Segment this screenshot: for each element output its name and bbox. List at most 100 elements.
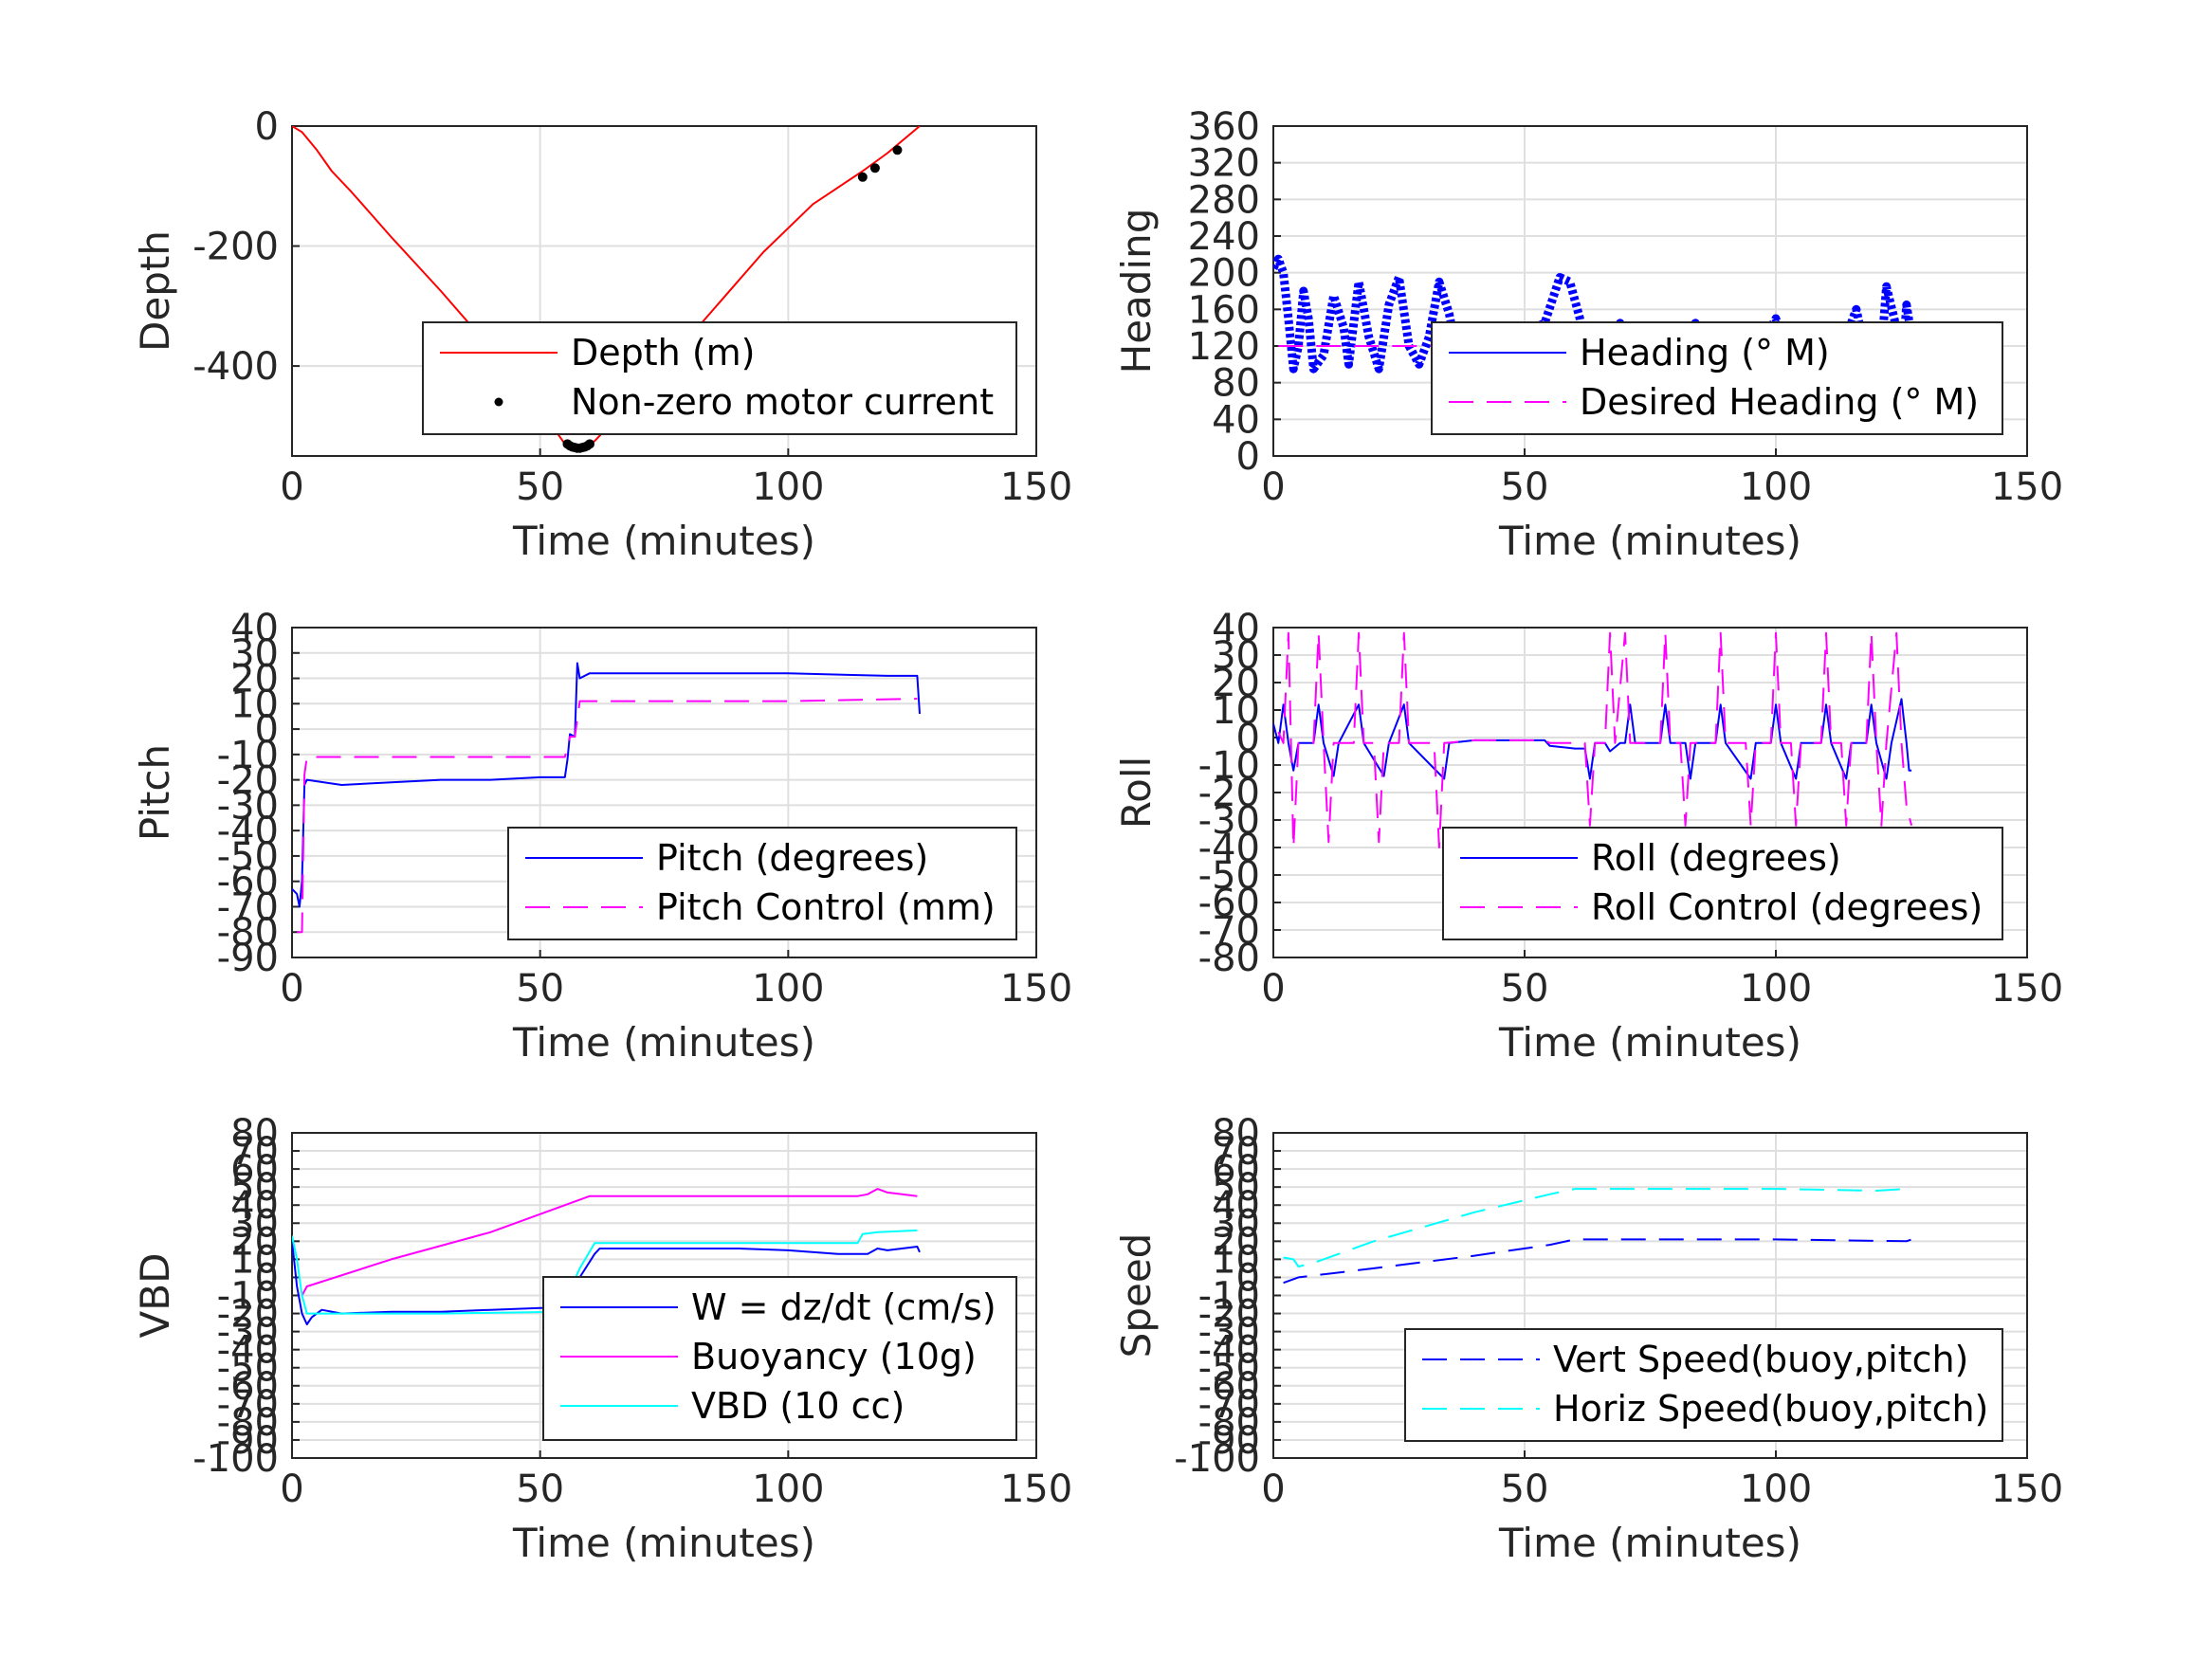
y-tick-label: 60 [1212, 1148, 1260, 1192]
legend: Roll (degrees) Roll Control (degrees) [1442, 827, 2003, 940]
legend-label: Pitch (degrees) [656, 837, 928, 879]
x-tick-label: 150 [1000, 1468, 1072, 1511]
x-tick-label: 100 [752, 1468, 824, 1511]
legend: Heading (° M) Desired Heading (° M) [1431, 321, 2003, 435]
y-tick-label: -10 [217, 1275, 279, 1319]
x-tick-label: 150 [1000, 465, 1072, 509]
series-line [1283, 1238, 1912, 1285]
y-tick-label: 0 [255, 1256, 279, 1300]
x-tick-label: 50 [1501, 465, 1549, 509]
x-tick-label: 0 [1261, 1468, 1285, 1511]
x-tick-label: 0 [280, 1468, 303, 1511]
y-tick-label: 30 [230, 632, 279, 676]
x-axis-label: Time (minutes) [1498, 1520, 1801, 1566]
y-tick-label: 160 [1188, 288, 1260, 332]
y-tick-label: -70 [1198, 1383, 1260, 1427]
y-tick-label: 0 [255, 708, 279, 752]
y-tick-label: -400 [192, 345, 279, 389]
y-tick-label: -50 [1198, 1347, 1260, 1391]
legend-box [422, 321, 1017, 435]
legend-label: Desired Heading (° M) [1580, 381, 1979, 423]
x-tick-label: 100 [752, 465, 824, 509]
plot-area [1283, 1188, 1912, 1285]
y-axis-label: Pitch [132, 744, 178, 841]
y-tick-label: -20 [1198, 1293, 1260, 1337]
y-tick-label: -50 [217, 835, 279, 879]
legend-label: Depth (m) [571, 332, 756, 374]
legend-box [507, 827, 1017, 940]
y-tick-label: -60 [217, 861, 279, 904]
y-tick-label: 60 [230, 1148, 279, 1192]
y-tick-label: -10 [1198, 744, 1260, 788]
y-tick-label: 20 [1212, 1220, 1260, 1264]
x-tick-label: 150 [1991, 465, 2063, 509]
y-tick-label: -20 [217, 759, 279, 803]
y-tick-label: -40 [217, 810, 279, 853]
data-point [892, 145, 903, 155]
y-tick-label: -30 [1198, 799, 1260, 843]
legend-label: Horiz Speed(buoy,pitch) [1553, 1388, 1988, 1430]
x-tick-label: 0 [280, 465, 303, 509]
y-tick-label: 0 [1236, 717, 1260, 760]
y-tick-label: 40 [1212, 607, 1260, 650]
y-tick-label: -90 [217, 1419, 279, 1463]
chart-vbd: 0 50 100 150-100-90-80-70-60-50-40-30-20-10… [132, 1112, 1072, 1566]
legend-label: Roll (degrees) [1591, 837, 1841, 879]
y-tick-label: -60 [1198, 882, 1260, 925]
y-tick-label: 70 [1212, 1130, 1260, 1174]
y-tick-label: 10 [1212, 1238, 1260, 1282]
y-tick-label: 20 [1212, 662, 1260, 705]
legend-marker [494, 397, 503, 407]
y-tick-label: 0 [1236, 435, 1260, 479]
y-tick-label: 0 [255, 105, 279, 149]
y-axis-label: VBD [132, 1253, 178, 1339]
legend-label: Buoyancy (10g) [691, 1336, 977, 1377]
legend-label: VBD (10 cc) [691, 1385, 905, 1427]
y-tick-label: 240 [1188, 215, 1260, 259]
x-tick-label: 50 [516, 465, 564, 509]
x-tick-label: 100 [1740, 1468, 1812, 1511]
y-tick-label: -100 [192, 1437, 279, 1481]
y-tick-label: 50 [1212, 1166, 1260, 1210]
y-tick-label: 10 [1212, 689, 1260, 733]
axes-box [291, 125, 1037, 457]
y-tick-label: -30 [217, 1311, 279, 1355]
y-tick-label: 20 [230, 1220, 279, 1264]
series-line [1277, 631, 1913, 848]
legend-box [1442, 827, 2003, 940]
x-tick-label: 150 [1991, 1468, 2063, 1511]
y-tick-label: -90 [217, 937, 279, 980]
legend: Vert Speed(buoy,pitch) Horiz Speed(buoy,p… [1404, 1328, 2003, 1442]
y-tick-label: 320 [1188, 142, 1260, 186]
y-tick-label: 40 [1212, 1184, 1260, 1228]
y-tick-label: -80 [217, 1401, 279, 1445]
y-tick-label: -60 [217, 1365, 279, 1409]
legend-label: W = dz/dt (cm/s) [691, 1286, 996, 1328]
y-tick-label: 40 [230, 607, 279, 650]
y-tick-label: 280 [1188, 178, 1260, 222]
y-axis-label: Heading [1113, 209, 1160, 374]
y-tick-label: -70 [217, 1383, 279, 1427]
y-tick-label: -80 [1198, 937, 1260, 980]
legend-label: Heading (° M) [1580, 332, 1830, 374]
legend: W = dz/dt (cm/s) Buoyancy (10g) VBD (10 cc… [542, 1276, 1017, 1441]
plot-area [292, 662, 921, 934]
y-tick-label: -200 [192, 226, 279, 269]
x-tick-label: 100 [1740, 967, 1812, 1011]
legend: Depth (m) Non-zero motor current [422, 321, 1017, 435]
y-tick-label: -10 [1198, 1275, 1260, 1319]
x-tick-label: 100 [752, 967, 824, 1011]
y-tick-label: -10 [217, 734, 279, 777]
y-tick-label: 80 [1212, 362, 1260, 406]
legend-label: Roll Control (degrees) [1591, 886, 1983, 928]
chart-roll: 0 50 100 150-80-70-60-50-40-30-20-100102030… [1113, 607, 2063, 1066]
x-axis-label: Time (minutes) [512, 1520, 815, 1566]
y-tick-label: 70 [230, 1130, 279, 1174]
y-tick-label: -50 [217, 1347, 279, 1391]
y-tick-label: 80 [230, 1112, 279, 1156]
y-tick-label: 10 [230, 1238, 279, 1282]
y-tick-label: -40 [1198, 827, 1260, 870]
y-tick-label: 20 [230, 658, 279, 702]
series-line [1283, 1188, 1907, 1267]
y-tick-label: 40 [230, 1184, 279, 1228]
